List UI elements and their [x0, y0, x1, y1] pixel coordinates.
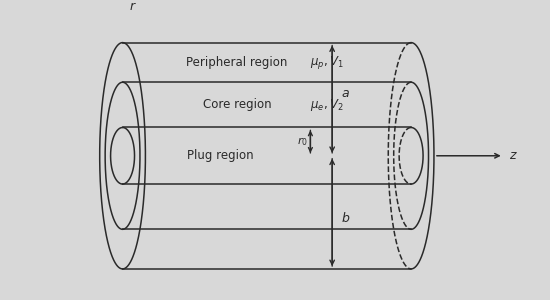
Text: $\mu_e, V_2$: $\mu_e, V_2$	[310, 97, 344, 113]
Text: Plug region: Plug region	[187, 149, 254, 162]
Text: Peripheral region: Peripheral region	[186, 56, 288, 69]
Text: Core region: Core region	[202, 98, 271, 111]
Text: b: b	[342, 212, 350, 224]
Text: $\mu_p, V_1$: $\mu_p, V_1$	[310, 54, 344, 71]
Text: $r_0$: $r_0$	[296, 135, 307, 148]
Text: z: z	[509, 149, 515, 162]
Text: r: r	[129, 0, 134, 13]
Text: a: a	[342, 87, 350, 100]
